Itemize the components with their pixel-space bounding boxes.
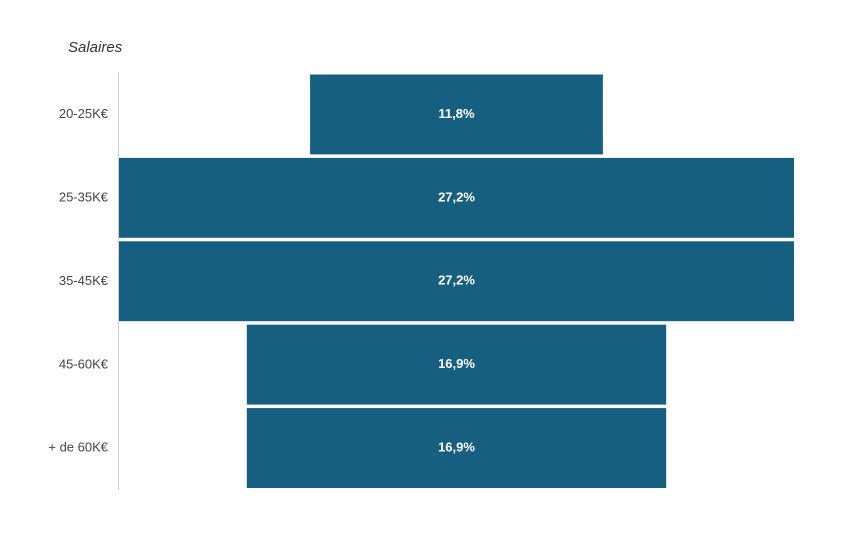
bar: [119, 157, 794, 238]
value-label: 16,9%: [438, 439, 475, 454]
chart-title: Salaires: [68, 39, 123, 56]
value-label: 27,2%: [438, 273, 475, 288]
value-label: 16,9%: [438, 356, 475, 371]
bar: [246, 408, 667, 488]
category-label: 45-60K€: [59, 356, 109, 371]
bar: [310, 74, 603, 155]
bar: [246, 324, 667, 405]
value-label: 11,8%: [438, 106, 475, 121]
category-label: 25-35K€: [59, 190, 109, 205]
category-label: 20-25K€: [59, 106, 109, 121]
category-label: 35-45K€: [59, 273, 109, 288]
bar: [119, 241, 794, 322]
value-label: 27,2%: [438, 189, 475, 204]
category-label: + de 60K€: [48, 440, 108, 455]
